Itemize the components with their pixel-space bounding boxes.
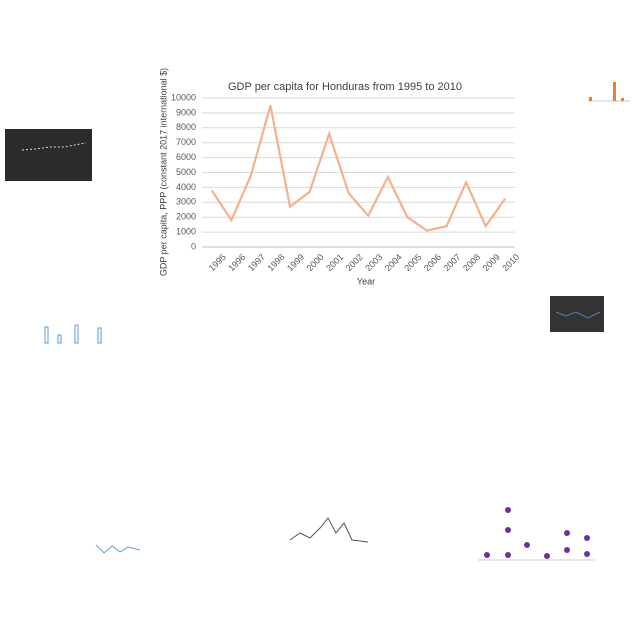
y-tick-label: 4000 xyxy=(176,182,196,192)
thumbnail xyxy=(90,535,145,575)
x-tick-label: 2000 xyxy=(305,252,326,273)
y-axis-title: GDP per capita, PPP (constant 2017 inter… xyxy=(158,68,168,276)
x-tick-label: 2006 xyxy=(422,252,443,273)
y-tick-label: 2000 xyxy=(176,212,196,222)
x-tick-label: 1997 xyxy=(246,252,267,273)
thumbnail xyxy=(5,129,92,181)
x-tick-label: 1998 xyxy=(265,252,286,273)
y-tick-label: 9000 xyxy=(176,107,196,117)
y-tick-label: 1000 xyxy=(176,226,196,236)
thumbnail xyxy=(550,296,604,332)
chart-title: GDP per capita for Honduras from 1995 to… xyxy=(228,81,462,93)
x-axis-title: Year xyxy=(357,276,375,286)
y-tick-label: 3000 xyxy=(176,197,196,207)
x-tick-label: 2004 xyxy=(383,252,404,273)
y-tick-label: 7000 xyxy=(176,137,196,147)
x-tick-label: 2003 xyxy=(363,252,384,273)
x-tick-label: 2002 xyxy=(344,252,365,273)
thumbnail xyxy=(585,76,631,106)
x-tick-label: 2009 xyxy=(481,252,502,273)
y-tick-label: 6000 xyxy=(176,152,196,162)
x-tick-label: 2008 xyxy=(461,252,482,273)
y-tick-label: 5000 xyxy=(176,167,196,177)
y-tick-label: 8000 xyxy=(176,122,196,132)
x-tick-label: 1995 xyxy=(207,252,228,273)
line-series xyxy=(210,105,507,232)
x-tick-label: 2005 xyxy=(402,252,423,273)
thumbnail xyxy=(455,490,600,575)
x-tick-label: 2001 xyxy=(324,252,345,273)
x-tick-label: 2010 xyxy=(500,252,521,273)
thumbnail xyxy=(270,500,375,550)
x-tick-label: 1999 xyxy=(285,252,306,273)
x-tick-label: 2007 xyxy=(441,252,462,273)
y-tick-label: 0 xyxy=(191,241,196,251)
x-tick-label: 1996 xyxy=(226,252,247,273)
y-tick-label: 10000 xyxy=(171,92,196,102)
thumbnail xyxy=(30,312,108,367)
